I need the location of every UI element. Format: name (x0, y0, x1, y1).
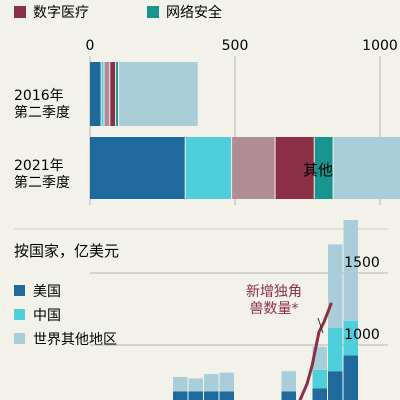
bottom-bar-segment-us (188, 391, 203, 400)
bottom-bar-segment-china (343, 320, 358, 356)
legend-swatch-us (14, 285, 25, 296)
top-bar-segment (116, 62, 118, 126)
top-bar-segment (90, 62, 101, 126)
legend-label-cybersecurity: 网络安全 (166, 4, 222, 21)
bottom-title: 按国家，亿美元 (14, 242, 119, 260)
bottom-bar-segment-rest (343, 220, 358, 321)
bottom-y-axis: 1500 1000 (344, 255, 380, 343)
bottom-bar-segment-rest (281, 371, 296, 392)
top-bars (90, 62, 400, 199)
bottom-y-tick-label: 1500 (344, 255, 380, 271)
unicorn-label-leader (317, 317, 324, 334)
bottom-bar-segment-china (312, 369, 327, 389)
top-bar-segment (104, 62, 110, 126)
bottom-legend: 美国 中国 世界其他地区 (14, 284, 117, 348)
bottom-bar-segment-us (219, 391, 234, 400)
top-category-labels: 2016年 第二季度 2021年 第二季度 (14, 88, 70, 191)
top-bar-segment (119, 62, 198, 126)
bottom-bar-segment-rest (219, 372, 234, 392)
legend-swatch-china (14, 309, 25, 320)
bottom-bar-segment-us (343, 355, 358, 400)
bottom-bars (173, 220, 358, 400)
bottom-bar-segment-us (312, 388, 327, 400)
legend-label-china: 中国 (33, 308, 61, 324)
top-bar-segment (232, 137, 275, 199)
bottom-bar-segment-us (281, 391, 296, 400)
bottom-bar-segment-us (328, 371, 343, 400)
unicorn-count-line (298, 302, 333, 400)
top-x-tick-label: 1000 (362, 38, 398, 54)
top-bar-segment (110, 62, 116, 126)
top-bar-segment (90, 137, 185, 199)
top-x-tick-label: 500 (222, 38, 249, 54)
bottom-bar-segment-rest (328, 244, 343, 328)
bottom-bar-segment-rest (173, 376, 188, 392)
category-label-2016-line1: 2016年 (14, 88, 64, 104)
legend-swatch-digital-health (14, 6, 26, 18)
other-inline-label: 其他 (303, 161, 333, 179)
legend-label-rest-of-world: 世界其他地区 (33, 332, 117, 348)
legend-swatch-cybersecurity (147, 6, 159, 18)
legend-label-digital-health: 数字医疗 (33, 5, 89, 21)
bottom-y-tick-label: 1000 (344, 327, 380, 343)
bottom-bar-segment-rest (188, 378, 203, 392)
category-label-2021-line2: 第二季度 (14, 174, 70, 191)
top-bar-segment (333, 137, 400, 199)
top-bar-segment (101, 62, 104, 126)
category-label-2016-line2: 第二季度 (14, 104, 70, 121)
top-legend: 数字医疗 网络安全 (14, 4, 222, 21)
legend-swatch-rest-of-world (14, 333, 25, 344)
top-bar-segment (185, 137, 232, 199)
bottom-bar-segment-us (173, 391, 188, 400)
top-bar-segment (314, 137, 333, 199)
legend-label-us: 美国 (33, 284, 61, 300)
category-label-2021-line1: 2021年 (14, 158, 64, 174)
top-x-tick-label: 0 (86, 38, 95, 54)
top-bar-segment (275, 137, 314, 199)
unicorn-label-line2: 兽数量* (250, 301, 299, 317)
bottom-bar-segment-us (204, 391, 219, 400)
bottom-bar-segment-rest (204, 374, 219, 392)
unicorn-label-line1: 新增独角 (246, 284, 302, 300)
bottom-bar-segment-china (328, 328, 343, 372)
